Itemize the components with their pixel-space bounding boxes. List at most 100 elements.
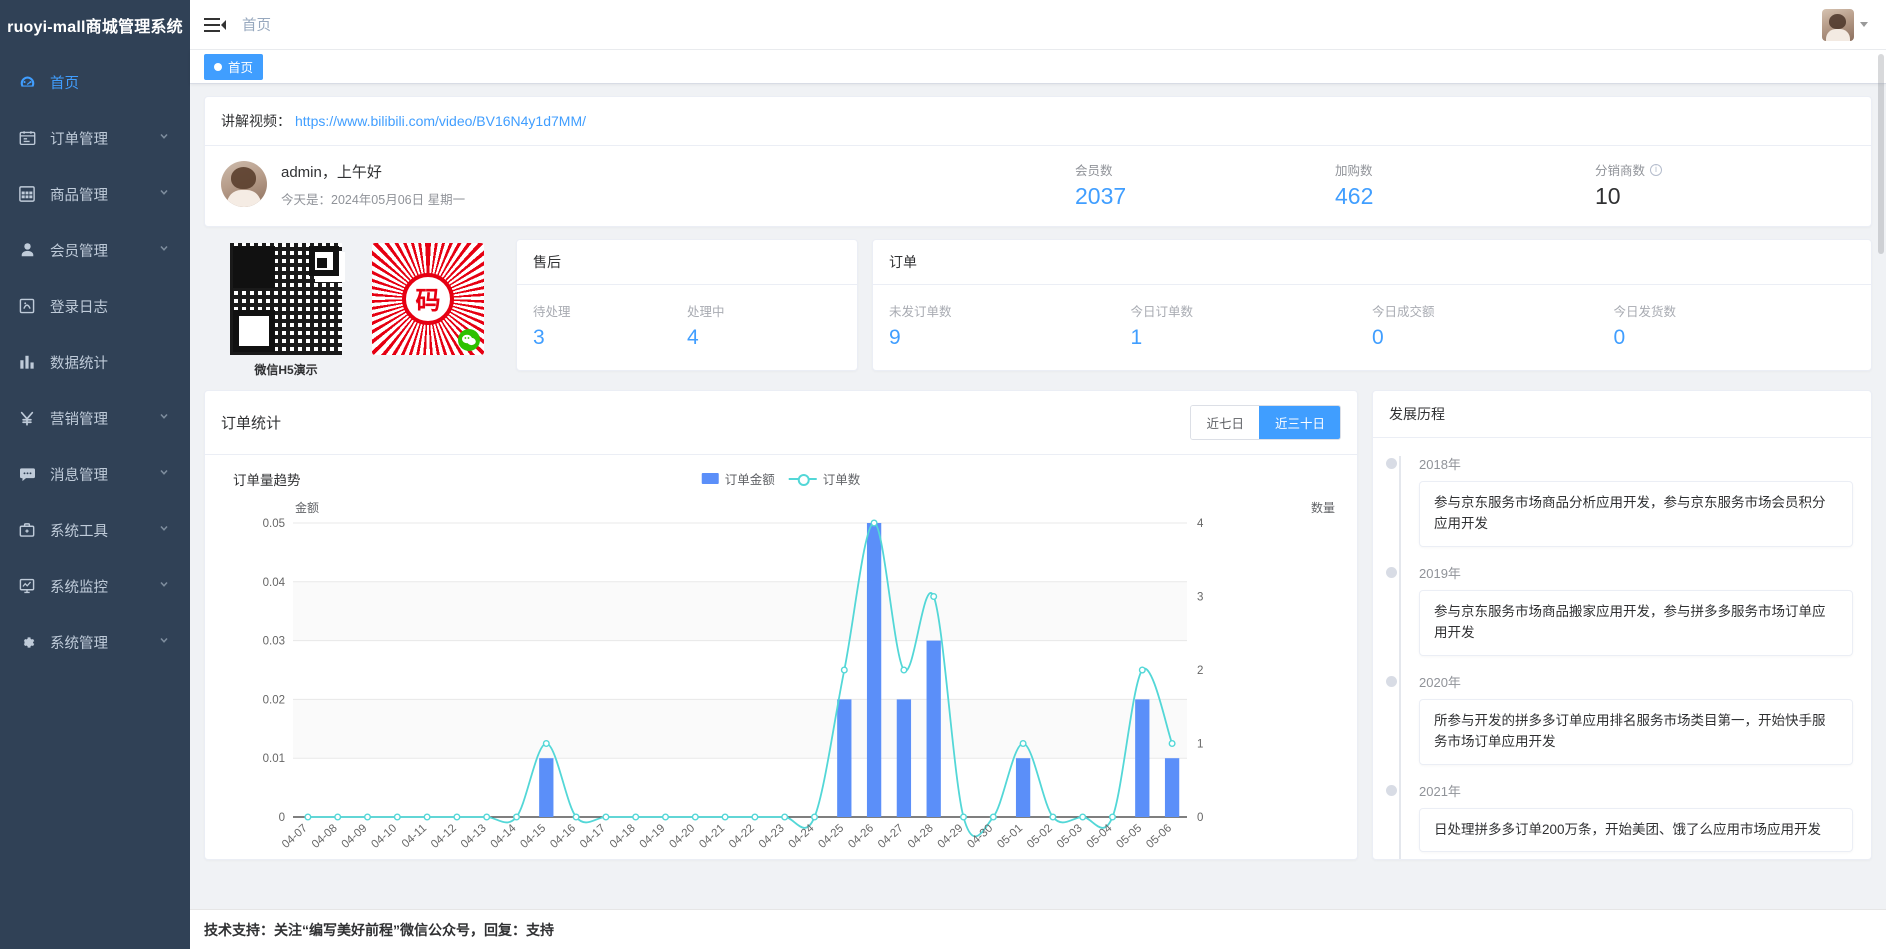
chevron-down-icon[interactable]: [158, 634, 170, 650]
x-tick-label: 04-13: [459, 822, 489, 851]
y-tick-label: 0.02: [263, 694, 285, 706]
sidebar-item-9[interactable]: 系统监控: [0, 558, 190, 614]
chart-point[interactable]: [602, 813, 610, 821]
chart-point[interactable]: [989, 813, 997, 821]
user-icon: [16, 241, 38, 259]
svg-text:04-16: 04-16: [548, 822, 578, 851]
tutorial-video-link[interactable]: https://www.bilibili.com/video/BV16N4y1d…: [295, 113, 587, 129]
chevron-down-icon[interactable]: [158, 578, 170, 594]
order-trend-chart[interactable]: 0 0.01 0.02 0.03 0.04 0.05 0 1 2 3 4 04-07 04-08 04-0…: [215, 517, 1265, 869]
timeline-item: 2021年 日处理拼多多订单200万条，开始美团、饿了么应用市场应用开发: [1386, 781, 1853, 853]
chart-bar[interactable]: [1164, 758, 1180, 817]
sidebar-item-label: 数据统计: [50, 355, 108, 372]
stat-key: 分销商数: [1595, 164, 1646, 178]
chart-point[interactable]: [1168, 739, 1176, 747]
sidebar-item-2[interactable]: 商品管理: [0, 166, 190, 222]
sidebar: ruoyi-mall商城管理系统 首页 订单管理 商品管理 会员管理 登录日志 数据统计营…: [0, 0, 190, 949]
chart-point[interactable]: [393, 813, 401, 821]
chart-point[interactable]: [900, 666, 908, 674]
chart-bar[interactable]: [1015, 758, 1031, 817]
chart-point[interactable]: [1019, 739, 1027, 747]
today-date-text: 今天是：2024年05月06日 星期一: [281, 192, 466, 207]
sidebar-item-10[interactable]: 系统管理: [0, 614, 190, 670]
chart-point[interactable]: [304, 813, 312, 821]
chart-point[interactable]: [691, 813, 699, 821]
chart-point[interactable]: [1079, 813, 1087, 821]
chart-point[interactable]: [363, 813, 371, 821]
chart-point[interactable]: [960, 813, 968, 821]
chart-point[interactable]: [1109, 813, 1117, 821]
chevron-down-icon[interactable]: [1860, 22, 1868, 27]
chart-bar[interactable]: [926, 640, 941, 817]
chart-point[interactable]: [870, 519, 878, 527]
chevron-down-icon[interactable]: [158, 186, 170, 202]
sidebar-item-label: 系统监控: [50, 579, 108, 596]
svg-text:04-21: 04-21: [697, 822, 727, 851]
welcome-stat-value: 10: [1595, 183, 1621, 209]
hamburger-icon[interactable]: [204, 14, 226, 36]
chart-point[interactable]: [1049, 813, 1057, 821]
vertical-scrollbar[interactable]: [1878, 54, 1884, 254]
chart-point[interactable]: [930, 592, 938, 600]
sidebar-item-label: 商品管理: [50, 187, 108, 204]
stat-value: 0: [1613, 326, 1626, 349]
chart-bar[interactable]: [866, 523, 882, 817]
svg-text:04-28: 04-28: [906, 822, 936, 851]
chart-bar[interactable]: [896, 699, 912, 817]
legend-label: 订单金额: [724, 473, 775, 487]
chart-point[interactable]: [781, 813, 789, 821]
x-tick-label: 04-12: [429, 822, 459, 851]
chart-subtitle: 订单量趋势: [233, 473, 301, 488]
sidebar-item-0[interactable]: 首页: [0, 54, 190, 110]
chart-point[interactable]: [840, 666, 848, 674]
chart-bar[interactable]: [1135, 699, 1150, 817]
sidebar-item-3[interactable]: 会员管理: [0, 222, 190, 278]
chart-bar[interactable]: [837, 699, 852, 817]
chart-point[interactable]: [1138, 666, 1146, 674]
chart-point[interactable]: [423, 813, 431, 821]
user-avatar[interactable]: [1822, 8, 1854, 41]
chart-point[interactable]: [572, 813, 580, 821]
timeline-card: 发展历程 2018年 参与京东服务市场商品分析应用开发，参与京东服务市场会员积分应…: [1372, 390, 1872, 860]
qrcode-icon[interactable]: [230, 243, 342, 355]
x-tick-label: 04-18: [608, 822, 638, 851]
wechat-official-qr-icon[interactable]: 码: [372, 243, 484, 355]
chart-point[interactable]: [751, 813, 759, 821]
chart-point[interactable]: [483, 813, 491, 821]
aftersale-stats: 待处理 3 处理中 4: [517, 285, 857, 370]
sidebar-item-label: 系统管理: [50, 635, 108, 652]
svg-text:04-19: 04-19: [638, 822, 668, 851]
chart-point[interactable]: [542, 739, 550, 747]
chart-point[interactable]: [453, 813, 461, 821]
sidebar-item-1[interactable]: 订单管理: [0, 110, 190, 166]
orders-card: 订单 未发订单数 9 今日订单数 1 今日成交额 0 今日发货数 0: [872, 239, 1872, 371]
info-icon[interactable]: i: [1650, 163, 1663, 176]
stat-label: 今日成交额: [1372, 305, 1435, 319]
chart-point[interactable]: [662, 813, 670, 821]
sidebar-item-6[interactable]: 营销管理: [0, 390, 190, 446]
range-button-7d[interactable]: 近七日: [1191, 406, 1259, 439]
svg-text:04-13: 04-13: [459, 822, 489, 851]
chart-point[interactable]: [334, 813, 342, 821]
sidebar-item-7[interactable]: 消息管理: [0, 446, 190, 502]
chevron-down-icon[interactable]: [158, 410, 170, 426]
sidebar-item-4[interactable]: 登录日志: [0, 278, 190, 334]
legend-item-amount[interactable]: 订单金额: [701, 469, 775, 488]
tag-item-home[interactable]: 首页: [204, 53, 264, 80]
chevron-down-icon[interactable]: [158, 130, 170, 146]
sidebar-item-5[interactable]: 数据统计: [0, 334, 190, 390]
chart-point[interactable]: [513, 813, 521, 821]
chart-point[interactable]: [811, 813, 819, 821]
legend-item-count[interactable]: 订单数: [788, 469, 860, 488]
chevron-down-icon[interactable]: [158, 522, 170, 538]
chart-point[interactable]: [721, 813, 729, 821]
chart-bar[interactable]: [539, 758, 554, 817]
tags-view: 首页: [190, 50, 1886, 84]
chart-point[interactable]: [632, 813, 640, 821]
chevron-down-icon[interactable]: [158, 242, 170, 258]
range-button-30d[interactable]: 近三十日: [1258, 406, 1340, 439]
sidebar-item-8[interactable]: 系统工具: [0, 502, 190, 558]
aftersale-card: 售后 待处理 3 处理中 4: [516, 239, 858, 371]
chevron-down-icon[interactable]: [158, 466, 170, 482]
